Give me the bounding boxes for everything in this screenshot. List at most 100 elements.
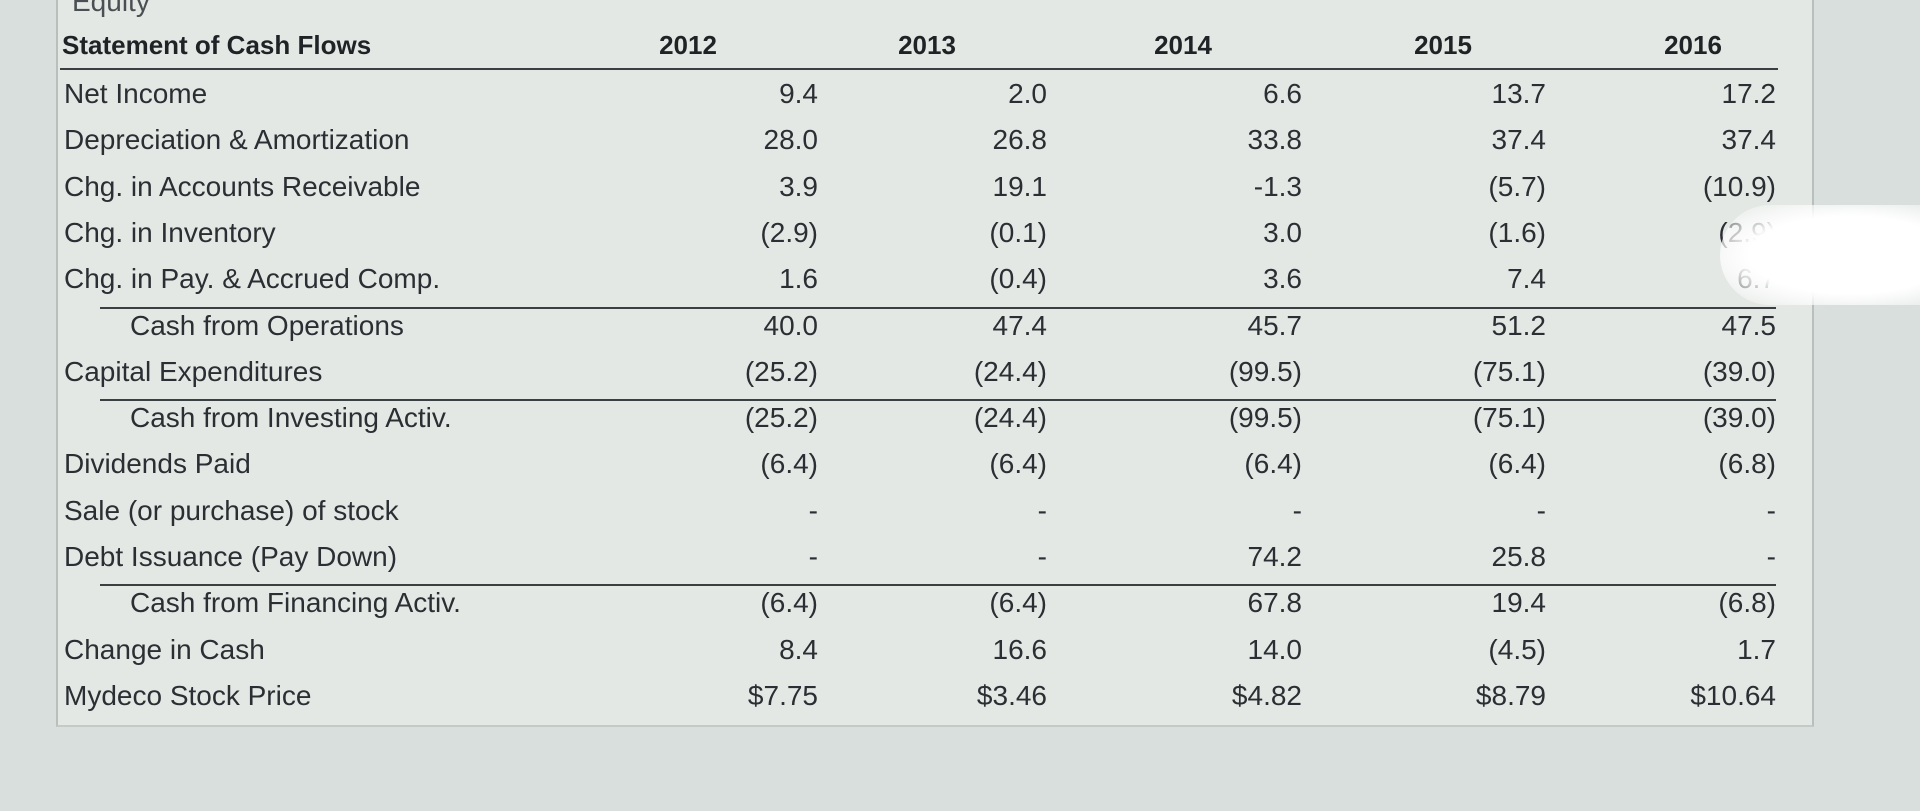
row-label: Change in Cash bbox=[64, 633, 265, 665]
cell-2015[interactable]: (75.1) bbox=[1472, 355, 1546, 387]
cell-2016[interactable]: (39.0) bbox=[1702, 402, 1776, 434]
table-title: Statement of Cash Flows bbox=[62, 30, 372, 60]
year-header: 2013 bbox=[898, 30, 956, 60]
cell-2013[interactable]: (0.1) bbox=[989, 216, 1047, 248]
cell-2012[interactable]: 3.9 bbox=[779, 170, 818, 202]
cell-2015[interactable]: $8.79 bbox=[1475, 679, 1546, 711]
screen-glare bbox=[1720, 205, 1920, 305]
table-row: Net Income 9.4 2.0 6.6 13.7 17.2 bbox=[0, 78, 1920, 122]
subtotal-rule bbox=[100, 584, 1776, 587]
cell-2015[interactable]: 37.4 bbox=[1491, 124, 1547, 156]
cell-2016[interactable]: 47.5 bbox=[1721, 309, 1777, 341]
table-row: Debt Issuance (Pay Down) - - 74.2 25.8 - bbox=[0, 541, 1920, 585]
row-label: Dividends Paid bbox=[64, 448, 251, 480]
cell-2013[interactable]: (24.4) bbox=[973, 402, 1047, 434]
cell-2016[interactable]: $10.64 bbox=[1690, 679, 1776, 711]
cell-2016[interactable]: 1.7 bbox=[1737, 633, 1776, 665]
cell-2016[interactable]: 17.2 bbox=[1721, 78, 1777, 109]
cell-2015[interactable]: (1.6) bbox=[1488, 216, 1546, 248]
cell-2014[interactable]: 14.0 bbox=[1247, 633, 1303, 665]
cell-2012[interactable]: (2.9) bbox=[760, 216, 818, 248]
cell-2016[interactable]: 37.4 bbox=[1721, 124, 1777, 156]
cell-2014[interactable]: (99.5) bbox=[1228, 402, 1302, 434]
cell-2015[interactable]: (4.5) bbox=[1488, 633, 1546, 665]
cell-2016[interactable]: (39.0) bbox=[1702, 355, 1776, 387]
cell-2014[interactable]: $4.82 bbox=[1231, 679, 1302, 711]
cell-2015[interactable]: - bbox=[1536, 494, 1546, 526]
cell-2016[interactable]: (6.8) bbox=[1718, 587, 1776, 619]
cell-2012[interactable]: - bbox=[808, 494, 818, 526]
cell-2013[interactable]: 19.1 bbox=[992, 170, 1048, 202]
table-row: Chg. in Inventory(2.9)(0.1)3.0(1.6)(2.9) bbox=[0, 217, 1920, 261]
year-header: 2015 bbox=[1414, 30, 1472, 60]
table-row: Chg. in Pay. & Accrued Comp. 1.6 (0.4) 3.6 7… bbox=[0, 263, 1920, 307]
row-label: Mydeco Stock Price bbox=[64, 679, 312, 711]
cell-2014[interactable]: (6.4) bbox=[1244, 448, 1302, 480]
cell-2013[interactable]: - bbox=[1037, 541, 1047, 572]
cell-2015[interactable]: 7.4 bbox=[1507, 263, 1546, 295]
table-row: Chg. in Accounts Receivable 3.9 19.1 -1.3 (5… bbox=[0, 171, 1920, 215]
cell-2015[interactable]: 51.2 bbox=[1491, 309, 1547, 341]
cell-2016[interactable]: - bbox=[1766, 541, 1776, 572]
cell-2012[interactable]: $7.75 bbox=[747, 679, 818, 711]
cell-2015[interactable]: 19.4 bbox=[1491, 587, 1547, 619]
cell-2015[interactable]: (75.1) bbox=[1472, 402, 1546, 434]
cell-2012[interactable]: 9.4 bbox=[779, 78, 818, 109]
cell-2012[interactable]: 8.4 bbox=[779, 633, 818, 665]
table-row: Cash from Financing Activ. (6.4) (6.4) 67.8… bbox=[0, 587, 1920, 631]
cell-2012[interactable]: 40.0 bbox=[763, 309, 819, 341]
row-label: Net Income bbox=[64, 78, 208, 109]
cell-2012[interactable]: (6.4) bbox=[760, 587, 818, 619]
row-label: Chg. in Accounts Receivable bbox=[64, 170, 421, 202]
cell-2012[interactable]: 1.6 bbox=[779, 263, 818, 295]
cell-2014[interactable]: - bbox=[1292, 494, 1302, 526]
cell-2016[interactable]: (10.9) bbox=[1702, 170, 1776, 202]
cell-2014[interactable]: 3.0 bbox=[1263, 216, 1302, 248]
year-header: 2014 bbox=[1154, 30, 1212, 60]
cell-2014[interactable]: 6.6 bbox=[1263, 78, 1302, 109]
cell-2014[interactable]: 33.8 bbox=[1247, 124, 1303, 156]
cell-2016[interactable]: (6.8) bbox=[1718, 448, 1776, 480]
cell-2013[interactable]: (0.4) bbox=[989, 263, 1047, 295]
cell-2014[interactable]: 67.8 bbox=[1247, 587, 1303, 619]
row-label: Sale (or purchase) of stock bbox=[64, 494, 399, 526]
cell-2012[interactable]: (25.2) bbox=[744, 355, 818, 387]
table-row: Capital Expenditures (25.2) (24.4) (99.5) (7… bbox=[0, 356, 1920, 400]
cell-2014[interactable]: 74.2 bbox=[1247, 541, 1303, 572]
table-row: Depreciation & Amortization 28.0 26.8 33.8 3… bbox=[0, 124, 1920, 168]
row-label: Capital Expenditures bbox=[64, 355, 323, 387]
cell-2013[interactable]: 26.8 bbox=[992, 124, 1048, 156]
cell-2014[interactable]: 45.7 bbox=[1247, 309, 1303, 341]
cell-2013[interactable]: 2.0 bbox=[1008, 78, 1047, 109]
cell-2013[interactable]: $3.46 bbox=[976, 679, 1047, 711]
cell-2012[interactable]: - bbox=[808, 541, 818, 572]
spreadsheet-panel bbox=[56, 0, 1814, 727]
cell-2016[interactable]: - bbox=[1766, 494, 1776, 526]
cell-2012[interactable]: 28.0 bbox=[763, 124, 819, 156]
cell-2014[interactable]: (99.5) bbox=[1228, 355, 1302, 387]
cell-2013[interactable]: 16.6 bbox=[992, 633, 1048, 665]
year-header: 2016 bbox=[1664, 30, 1722, 60]
row-label: Depreciation & Amortization bbox=[64, 124, 410, 156]
table-row: Change in Cash 8.4 16.6 14.0 (4.5) 1.7 bbox=[0, 634, 1920, 678]
cell-2013[interactable]: (6.4) bbox=[989, 587, 1047, 619]
section-label: Equity bbox=[72, 0, 150, 17]
row-label: Cash from Investing Activ. bbox=[130, 402, 452, 434]
cell-2013[interactable]: (24.4) bbox=[973, 355, 1047, 387]
cell-2014[interactable]: -1.3 bbox=[1253, 170, 1302, 202]
cell-2015[interactable]: (5.7) bbox=[1488, 170, 1546, 202]
cell-2013[interactable]: - bbox=[1037, 494, 1047, 526]
subtotal-rule bbox=[100, 306, 1776, 309]
cell-2014[interactable]: 3.6 bbox=[1263, 263, 1302, 295]
table-row: Dividends Paid (6.4) (6.4) (6.4) (6.4) (6.8) bbox=[0, 448, 1920, 492]
cell-2012[interactable]: (6.4) bbox=[760, 448, 818, 480]
cell-2015[interactable]: (6.4) bbox=[1488, 448, 1546, 480]
cell-2012[interactable]: (25.2) bbox=[744, 402, 818, 434]
cell-2015[interactable]: 13.7 bbox=[1491, 78, 1547, 109]
header-rule bbox=[60, 68, 1778, 70]
cell-2013[interactable]: (6.4) bbox=[989, 448, 1047, 480]
table-row: Mydeco Stock Price $7.75 $3.46 $4.82 $8.79 $1… bbox=[0, 680, 1920, 724]
cell-2015[interactable]: 25.8 bbox=[1491, 541, 1547, 572]
cell-2013[interactable]: 47.4 bbox=[992, 309, 1048, 341]
row-label: Cash from Financing Activ. bbox=[130, 587, 461, 619]
